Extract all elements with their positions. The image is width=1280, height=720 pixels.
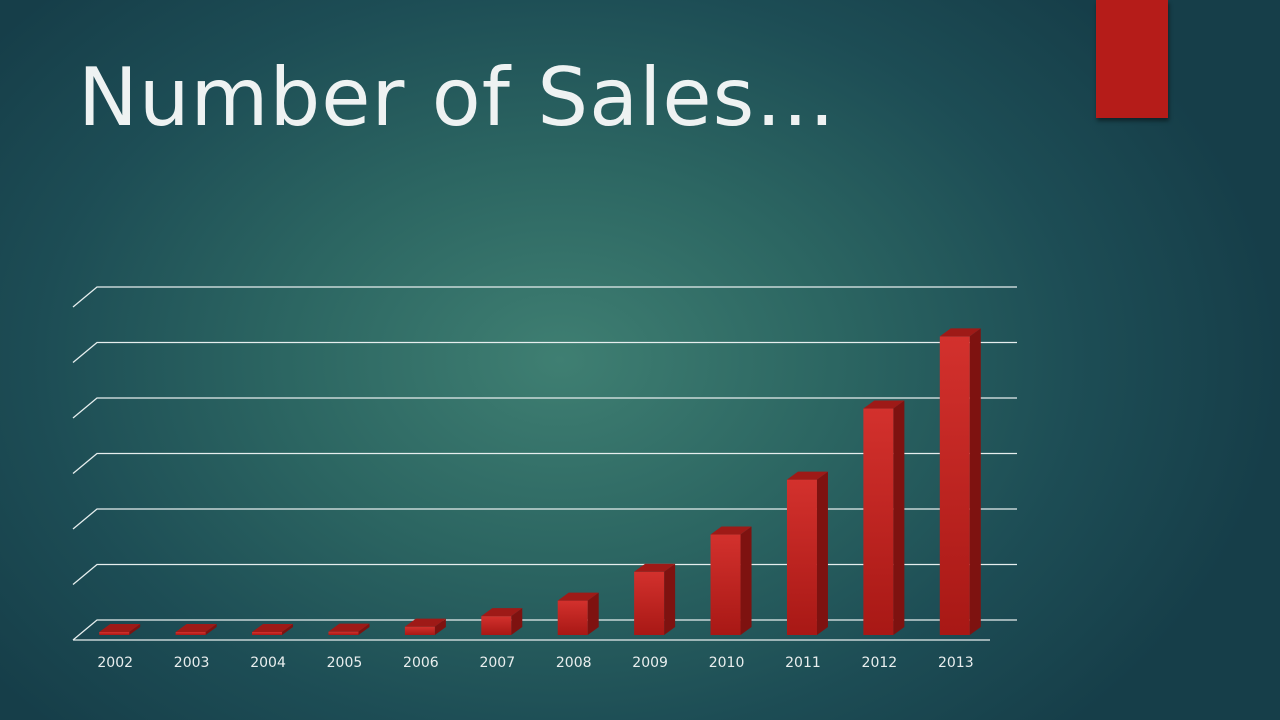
gridline <box>72 341 1017 363</box>
bar-side-face <box>129 624 141 635</box>
bar-side-face <box>740 526 752 635</box>
x-tick-label: 2010 <box>709 655 745 671</box>
bar-2009 <box>634 563 676 635</box>
bar-front-face <box>404 626 435 635</box>
bar-front-face <box>939 336 970 635</box>
gridline <box>72 397 1017 419</box>
bar-2006 <box>404 618 446 635</box>
gridline <box>72 286 1017 308</box>
bar-top-face <box>863 400 905 409</box>
bar-2010 <box>710 526 752 635</box>
bar-side-face <box>434 618 446 635</box>
bar-2013 <box>939 328 981 635</box>
bar-side-face <box>969 328 981 635</box>
x-tick-label: 2009 <box>632 655 668 671</box>
gridline <box>72 563 1017 585</box>
bar-2007 <box>481 608 523 635</box>
bar-front-face <box>175 632 206 635</box>
slide-title: Number of Sales… <box>78 51 837 144</box>
gridline <box>72 619 1017 641</box>
x-tick-label: 2002 <box>97 655 133 671</box>
bar-front-face <box>634 571 665 635</box>
bar-front-face <box>252 632 283 635</box>
bar-front-face <box>99 632 130 635</box>
bar-top-face <box>557 592 599 601</box>
x-tick-label: 2003 <box>174 655 210 671</box>
bar-top-face <box>99 624 141 632</box>
x-tick-label: 2013 <box>938 655 974 671</box>
x-tick-label: 2004 <box>250 655 286 671</box>
bar-2011 <box>786 471 828 635</box>
x-tick-label: 2005 <box>327 655 363 671</box>
bar-side-face <box>511 608 523 635</box>
x-tick-label: 2012 <box>862 655 898 671</box>
bar-side-face <box>205 624 217 635</box>
bar-side-face <box>587 592 599 635</box>
x-tick-label: 2007 <box>479 655 515 671</box>
bar-front-face <box>481 616 512 635</box>
bar-top-face <box>252 624 294 632</box>
bar-side-face <box>358 623 370 635</box>
gridline <box>72 452 1017 474</box>
bar-2005 <box>328 623 370 635</box>
bar-2012 <box>863 400 905 635</box>
bars <box>99 328 981 635</box>
x-tick-label: 2011 <box>785 655 821 671</box>
bar-top-face <box>939 328 981 337</box>
bar-front-face <box>710 534 741 635</box>
bar-side-face <box>893 400 905 635</box>
x-axis-tick-labels: 2002 2003 2004 2005 2006 2007 2008 2009 2010 2011… <box>97 655 973 671</box>
bar-top-face <box>634 563 676 572</box>
bar-front-face <box>557 600 588 635</box>
bar-top-face <box>404 618 446 627</box>
bar-2008 <box>557 592 599 635</box>
bar-side-face <box>664 563 676 635</box>
bar-top-face <box>175 624 217 632</box>
bar-2004 <box>252 624 294 635</box>
bar-side-face <box>816 471 828 635</box>
bar-top-face <box>481 608 523 617</box>
bar-front-face <box>328 631 359 635</box>
gridlines <box>72 286 1017 641</box>
x-tick-label: 2008 <box>556 655 592 671</box>
gridline <box>72 508 1017 530</box>
bar-top-face <box>328 623 370 632</box>
bar-side-face <box>282 624 294 635</box>
bar-top-face <box>710 526 752 535</box>
bar-front-face <box>863 408 894 635</box>
bar-2002 <box>99 624 141 635</box>
bar-2003 <box>175 624 217 635</box>
accent-bar <box>1096 0 1168 118</box>
x-tick-label: 2006 <box>403 655 439 671</box>
bar-front-face <box>786 479 817 635</box>
bar-top-face <box>786 471 828 480</box>
